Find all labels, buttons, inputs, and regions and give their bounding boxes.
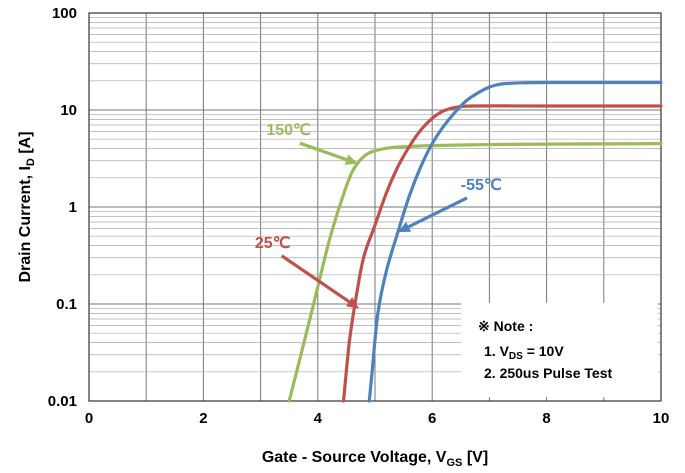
note-title: ※ Note : [478, 318, 533, 334]
series-line [341, 104, 663, 403]
annotation-layer: 150℃ 25℃ -55℃ [255, 122, 502, 309]
y-tick-label: 1 [69, 199, 77, 216]
y-tick-label: 0.01 [48, 393, 77, 410]
x-tick-label: 2 [199, 410, 207, 427]
annotation-arrow-shaft [299, 141, 348, 162]
annotation-arrow-head [344, 154, 358, 165]
x-axis-title: Gate - Source Voltage, VGS [V] [262, 449, 488, 469]
series-layer [287, 80, 663, 403]
y-tick-label: 10 [60, 102, 77, 119]
x-tick-label: 4 [314, 410, 323, 427]
series-label: 25℃ [255, 235, 291, 252]
series-label: 150℃ [266, 122, 311, 139]
tick-layer: 0 2 4 6 8 10 0.01 0.1 1 10 100 [48, 5, 670, 427]
series-line [287, 142, 663, 403]
note-box-background [461, 303, 658, 397]
annotation-arrow-shaft [280, 254, 350, 304]
y-axis-title: Drain Current, ID [A] [17, 131, 37, 282]
x-tick-label: 10 [653, 410, 670, 427]
plot-frame [88, 12, 662, 402]
annotation-arrow-head [397, 221, 412, 233]
x-tick-label: 8 [542, 410, 550, 427]
note-box: ※ Note : 1. VDS = 10V 2. 250us Pulse Tes… [461, 303, 658, 397]
annotation-arrow-shaft [407, 196, 468, 229]
note-line-2: 2. 250us Pulse Test [484, 365, 612, 381]
note-line-1: 1. VDS = 10V [484, 343, 564, 362]
series-label: -55℃ [461, 177, 502, 194]
x-tick-label: 0 [85, 410, 93, 427]
annotation-arrow-head [345, 297, 359, 309]
x-tick-label: 6 [428, 410, 436, 427]
series-line [367, 80, 663, 403]
y-tick-label: 0.1 [56, 296, 77, 313]
y-tick-label: 100 [52, 5, 77, 22]
